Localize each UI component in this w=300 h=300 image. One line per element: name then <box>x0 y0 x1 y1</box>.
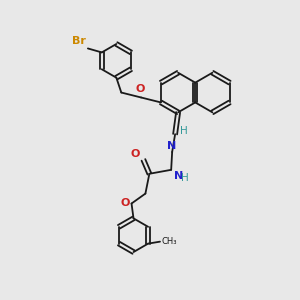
Text: O: O <box>135 83 145 94</box>
Text: H: H <box>181 173 189 183</box>
Text: H: H <box>180 126 188 136</box>
Text: N: N <box>167 141 176 151</box>
Text: Br: Br <box>72 37 86 46</box>
Text: O: O <box>120 199 130 208</box>
Text: O: O <box>130 149 140 159</box>
Text: CH₃: CH₃ <box>162 237 178 246</box>
Text: N: N <box>174 171 183 181</box>
